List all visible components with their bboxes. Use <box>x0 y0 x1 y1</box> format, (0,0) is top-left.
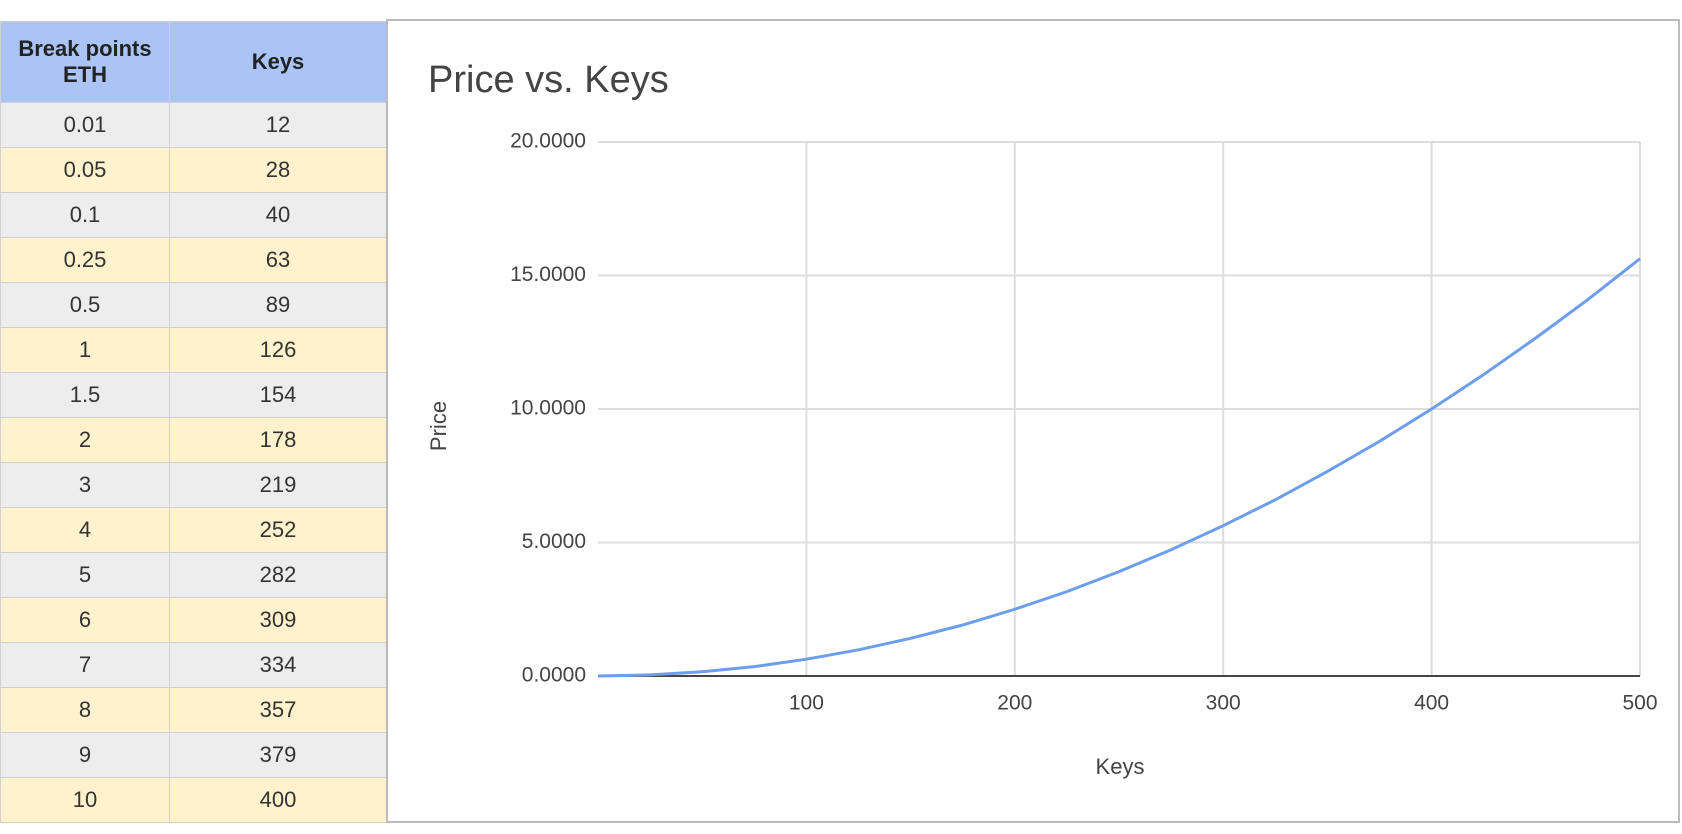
table-cell: 12 <box>169 102 387 148</box>
table-cell: 10 <box>0 777 170 823</box>
table-cell: 1 <box>0 327 170 373</box>
price-line <box>597 257 1641 678</box>
table-cell: 126 <box>169 327 387 373</box>
table-cell: 252 <box>169 507 387 553</box>
table-row: 2 178 <box>0 417 387 463</box>
table-cell: 178 <box>169 417 387 463</box>
table-row: 1 126 <box>0 327 387 373</box>
x-tick-label: 300 <box>1206 692 1241 715</box>
table-cell: 89 <box>169 282 387 328</box>
table-cell: 334 <box>169 642 387 688</box>
table-row: 1.5 154 <box>0 372 387 418</box>
table-cell: 154 <box>169 372 387 418</box>
table-cell: 379 <box>169 732 387 778</box>
y-tick-label: 15.0000 <box>510 263 586 286</box>
chart-frame <box>386 19 1680 823</box>
header-row: Break points ETH Keys <box>0 21 387 103</box>
table-cell: 4 <box>0 507 170 553</box>
table-row: 6 309 <box>0 597 387 643</box>
table-row: 3 219 <box>0 462 387 508</box>
y-axis-label: Price <box>426 401 451 451</box>
chart-title: Price vs. Keys <box>428 59 669 101</box>
table-cell: 0.05 <box>0 147 170 193</box>
table-row: 8 357 <box>0 687 387 733</box>
table-cell: 28 <box>169 147 387 193</box>
table-cell: 0.25 <box>0 237 170 283</box>
y-tick-label: 0.0000 <box>522 664 586 687</box>
table-cell: 400 <box>169 777 387 823</box>
table-cell: 9 <box>0 732 170 778</box>
table-cell: 357 <box>169 687 387 733</box>
table-cell: 309 <box>169 597 387 643</box>
table-row: 0.01 12 <box>0 102 387 148</box>
header-cell: Keys <box>169 21 387 103</box>
table-cell: 0.1 <box>0 192 170 238</box>
x-tick-label: 400 <box>1414 692 1449 715</box>
table-cell: 1.5 <box>0 372 170 418</box>
table-cell: 219 <box>169 462 387 508</box>
table-row: 0.05 28 <box>0 147 387 193</box>
table-row: 0.1 40 <box>0 192 387 238</box>
y-tick-label: 10.0000 <box>510 397 586 420</box>
table-row: 9 379 <box>0 732 387 778</box>
table-cell: 2 <box>0 417 170 463</box>
table-cell: 63 <box>169 237 387 283</box>
x-axis-label: Keys <box>1096 754 1145 779</box>
table-cell: 8 <box>0 687 170 733</box>
table-cell: 40 <box>169 192 387 238</box>
table-row: 7 334 <box>0 642 387 688</box>
table-row: 4 252 <box>0 507 387 553</box>
table-cell: 282 <box>169 552 387 598</box>
table-cell: 7 <box>0 642 170 688</box>
table-row: 0.5 89 <box>0 282 387 328</box>
y-tick-label: 5.0000 <box>522 530 586 553</box>
table-cell: 6 <box>0 597 170 643</box>
table-row: 5 282 <box>0 552 387 598</box>
x-tick-label: 100 <box>789 692 824 715</box>
table-row: 0.25 63 <box>0 237 387 283</box>
table-cell: 5 <box>0 552 170 598</box>
y-tick-label: 20.0000 <box>510 130 586 153</box>
x-tick-label: 200 <box>997 692 1032 715</box>
table-cell: 0.01 <box>0 102 170 148</box>
table-row: 10 400 <box>0 777 387 823</box>
x-tick-label: 500 <box>1622 692 1657 715</box>
table-cell: 0.5 <box>0 282 170 328</box>
data-table: Break points ETH Keys 0.01 12 0.05 28 0.1 40 0… <box>0 21 387 823</box>
header-cell: Break points ETH <box>0 21 170 103</box>
table-cell: 3 <box>0 462 170 508</box>
